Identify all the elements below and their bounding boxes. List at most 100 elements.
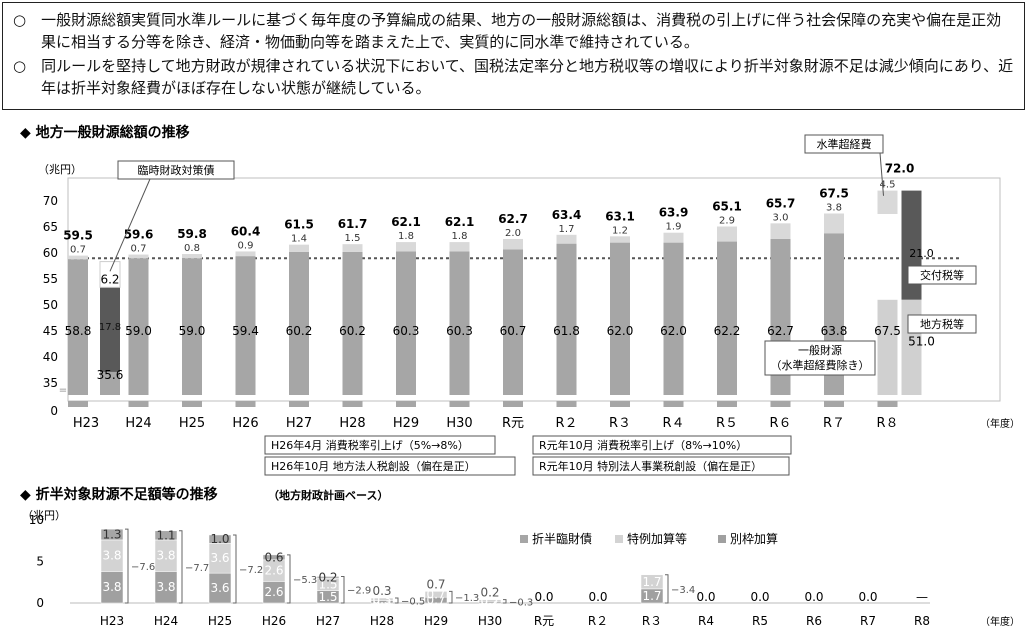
chart1-ippan-callout-box — [764, 340, 876, 376]
chart1-bar-rinji-top — [99, 261, 121, 288]
chart2-segment-value: 3.6 — [210, 581, 229, 595]
chart2-bar-segment — [640, 574, 664, 590]
chart1-total-value: 61.5 — [284, 218, 314, 232]
chart2-legend-swatch — [520, 535, 528, 543]
chart1-bar-stub — [182, 401, 202, 407]
chart2-total-value: −0.5 — [401, 597, 425, 608]
chart1-xtick: R５ — [716, 416, 738, 431]
chart1-bar-excess — [449, 242, 470, 252]
chart1-xtick: R４ — [662, 416, 684, 431]
chart1-total-value: 59.8 — [177, 227, 207, 241]
chart1-xtick: H26 — [232, 416, 258, 431]
chart1-excess-value: 4.5 — [880, 180, 896, 191]
chart1-bar-stub — [342, 401, 363, 407]
chart1-excess-value: 3.0 — [773, 212, 789, 223]
chart1-bar-excess — [396, 242, 416, 252]
chart1-base-value: 60.3 — [393, 324, 420, 338]
chart1-total-value: 72.0 — [885, 162, 915, 176]
chart1-base-value: 60.2 — [286, 324, 313, 338]
chart2-xtick: R8 — [914, 614, 930, 628]
chart1-base-value: 60.3 — [446, 324, 473, 338]
chart2-legend-swatch — [615, 535, 623, 543]
chart1-excess-callout-box — [804, 134, 884, 154]
chart1-excess-value: 1.8 — [452, 231, 468, 242]
chart1-bar-general — [610, 242, 630, 395]
chart1-bar-stub — [610, 401, 630, 407]
chart2-total-bracket — [665, 574, 669, 604]
chart1-note: R元年10月 消費税率引上げ（8%→10%） — [539, 438, 747, 452]
chart1-rinji-top-value: 6.2 — [100, 272, 119, 286]
chart1-bar-stub — [449, 401, 470, 407]
chart1-xtick: H30 — [446, 416, 472, 431]
chart1-koufuzei-value: 21.0 — [909, 247, 934, 260]
chart1-ippan-callout: 一般財源 — [798, 343, 842, 357]
chart1-base-value: 62.2 — [714, 324, 741, 338]
chart1-total-value: 65.7 — [766, 196, 796, 210]
chart1-bar-general — [182, 258, 202, 395]
chart1-base-value: 62.0 — [660, 324, 687, 338]
chart2-ytick: 0 — [36, 596, 44, 610]
chart2-total-bracket — [395, 597, 399, 604]
chart1-ytick: 60 — [43, 246, 58, 260]
chart1-note: H26年10月 地方法人税創設（偏在是正） — [271, 459, 476, 473]
chart2-top-value: 0.3 — [372, 584, 391, 598]
chart2-segment-value: 2.6 — [264, 585, 283, 599]
chart2-total-bracket — [125, 528, 129, 604]
chart1-total-value: 59.5 — [63, 229, 93, 243]
chart2-total-value: −7.2 — [239, 565, 263, 576]
chart1-xtick: R６ — [769, 416, 791, 431]
chart2-zero-value: — — [916, 590, 928, 604]
chart1-bar-general — [717, 241, 737, 395]
chart2-top-value: 0.2 — [480, 586, 499, 600]
chart1-total-value: 62.1 — [391, 215, 421, 229]
chart2-total-value: −0.3 — [509, 597, 533, 608]
chart1-bar-stub — [68, 401, 88, 407]
chart1-bar-general — [503, 249, 523, 395]
chart2-total-value: −1.3 — [455, 593, 479, 604]
chart1-bar-general — [128, 258, 149, 395]
chart1-bar-excess — [235, 251, 256, 257]
chart1-bar-stub — [396, 401, 416, 407]
chart1-bar-excess — [610, 236, 630, 243]
chart2-bar-segment — [424, 591, 448, 598]
chart2-xtick: H23 — [100, 614, 124, 628]
chart1-rinji-callout-line — [109, 178, 151, 272]
chart2-segment-value: 1.3 — [102, 528, 121, 542]
chart2-total-value: −7.7 — [185, 563, 209, 574]
chart1-ippan-callout-sub: （水準超経費除き） — [771, 358, 870, 372]
chart2-total-bracket — [341, 575, 345, 604]
chart1-total-value: 63.4 — [552, 208, 582, 222]
chart2-top-value: 0.7 — [426, 577, 445, 591]
chart2-xtick: H30 — [478, 614, 502, 628]
chart2-segment-value: 3.8 — [156, 580, 175, 594]
chart1-excess-value: 0.7 — [70, 245, 86, 256]
chart2-segment-value: 0.2 — [480, 594, 499, 608]
chart1-xtick: R７ — [823, 416, 845, 431]
chart2-segment-value: 0.3 — [372, 592, 391, 606]
chart1-excess-value: 1.8 — [398, 231, 414, 242]
chart1-excess-value: 1.7 — [559, 224, 575, 235]
chart1-bar-stub — [556, 401, 577, 407]
summary-box: ○ 一般財源総額実質同水準ルールに基づく毎年度の予算編成の結果、地方の一般財源総… — [2, 2, 1025, 110]
chart1-bar-excess — [342, 244, 363, 252]
chart1-excess-value: 0.9 — [238, 240, 254, 251]
chart1-rinji-value: 17.8 — [99, 322, 121, 333]
chart1-total-value: 59.6 — [124, 228, 154, 242]
chart1-bar-stub — [289, 401, 309, 407]
chart2-segment-value: 1.7 — [642, 589, 661, 603]
chart2-total-bracket — [233, 534, 237, 604]
chart1-excess-value: 0.8 — [184, 243, 200, 254]
chart1-bar-stub — [770, 401, 791, 407]
chart1-base-value: 60.2 — [339, 324, 366, 338]
chart1-bar-stub — [663, 401, 684, 407]
chart1-excess-value: 0.7 — [131, 244, 147, 255]
chart2-zero-value: 0.0 — [696, 590, 715, 604]
chart2-ylabel: （兆円） — [22, 509, 66, 522]
chart2-total-bracket — [503, 599, 507, 604]
chart1-total-value: 60.4 — [231, 224, 261, 238]
chart1-koufu-callout: 交付税等 — [920, 268, 964, 282]
chart1-bar-excess — [503, 238, 523, 250]
chart1-title: ◆ 地方一般財源総額の推移 — [20, 124, 190, 141]
chart2-bar-segment — [478, 599, 502, 602]
chart1-bar-excess — [289, 244, 309, 252]
